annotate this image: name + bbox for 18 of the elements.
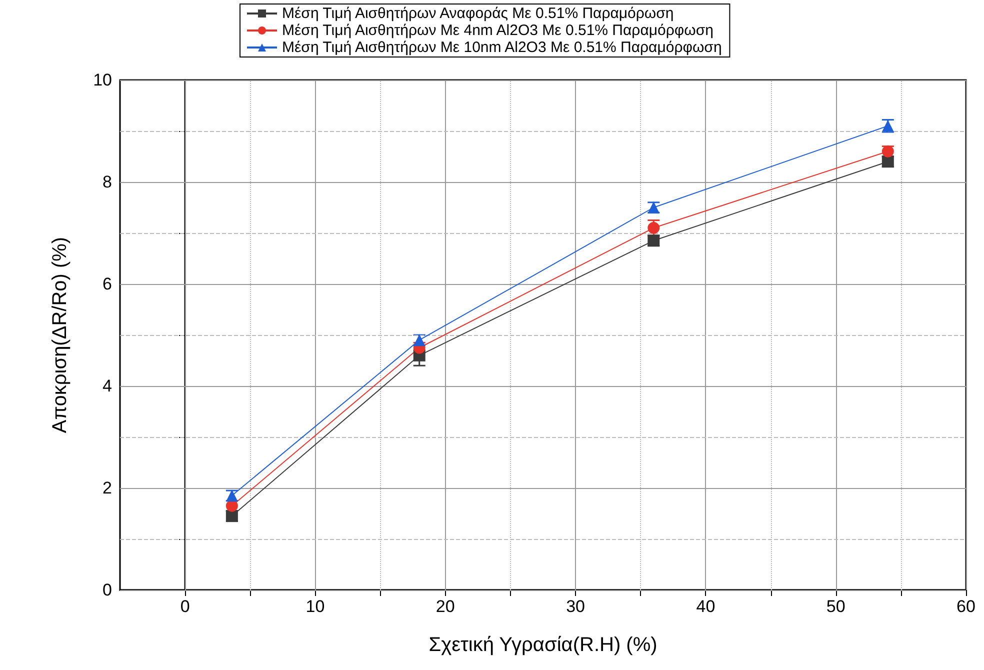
x-axis-title: Σχετική Υγρασία(R.H) (%) — [428, 634, 658, 656]
legend-label: Μέση Τιμή Αισθητήρων Με 10nm Al2O3 Με 0.51% Παραμόρφωση — [282, 39, 722, 56]
x-tick-label: 20 — [436, 597, 455, 616]
y-tick-label: 2 — [102, 478, 112, 498]
y-axis-title: Αποκριση(ΔR/Ro) (%) — [49, 236, 71, 434]
y-tick-label: 8 — [102, 172, 112, 192]
x-tick-label: 0 — [180, 597, 190, 616]
x-tick-label: 10 — [306, 597, 325, 616]
x-tick-label: 50 — [826, 597, 846, 616]
legend-label: Μέση Τιμή Αισθητήρων Αναφοράς Με 0.51% Παραμόρωση — [282, 5, 674, 22]
x-tick-label: 40 — [696, 597, 716, 616]
y-tick-label: 4 — [102, 376, 112, 396]
y-tick-label: 10 — [93, 70, 112, 90]
legend-label: Μέση Τιμή Αισθητήρων Με 4nm Al2O3 Με 0.51% Παραμόρφωση — [282, 22, 714, 39]
x-tick-label: 60 — [956, 597, 976, 616]
x-tick-label: 30 — [566, 597, 585, 616]
y-tick-label: 6 — [102, 274, 112, 294]
y-tick-label: 0 — [102, 580, 112, 600]
